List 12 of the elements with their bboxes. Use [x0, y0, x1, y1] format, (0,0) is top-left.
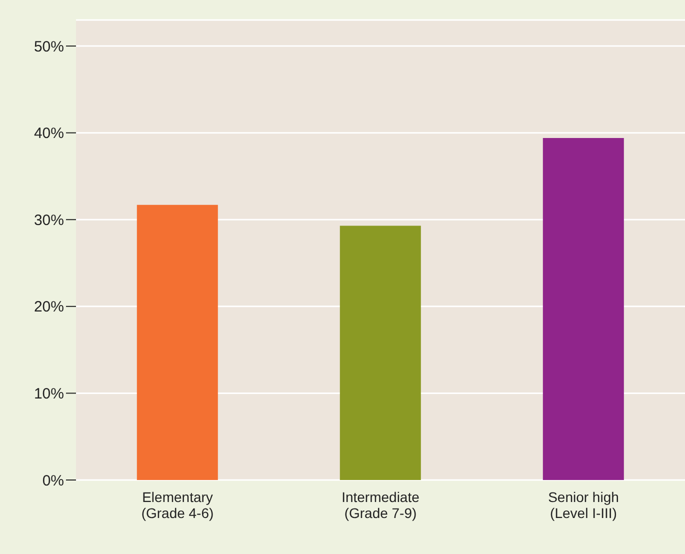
bar — [340, 226, 421, 480]
y-tick-label: 10% — [34, 386, 64, 403]
y-tick-label: 20% — [34, 298, 64, 316]
x-tick-label: Intermediate (Grade 7-9) — [342, 489, 420, 521]
y-tick-label: 30% — [34, 212, 64, 229]
y-tick-label: 40% — [34, 125, 64, 142]
x-tick-label: Elementary (Grade 4-6) — [141, 489, 214, 521]
y-tick-label: 50% — [34, 38, 64, 56]
bar — [542, 138, 624, 480]
y-tick-label: 0% — [42, 472, 64, 490]
bar — [136, 204, 218, 480]
x-tick-label: Senior high (Level I-III) — [548, 489, 619, 521]
